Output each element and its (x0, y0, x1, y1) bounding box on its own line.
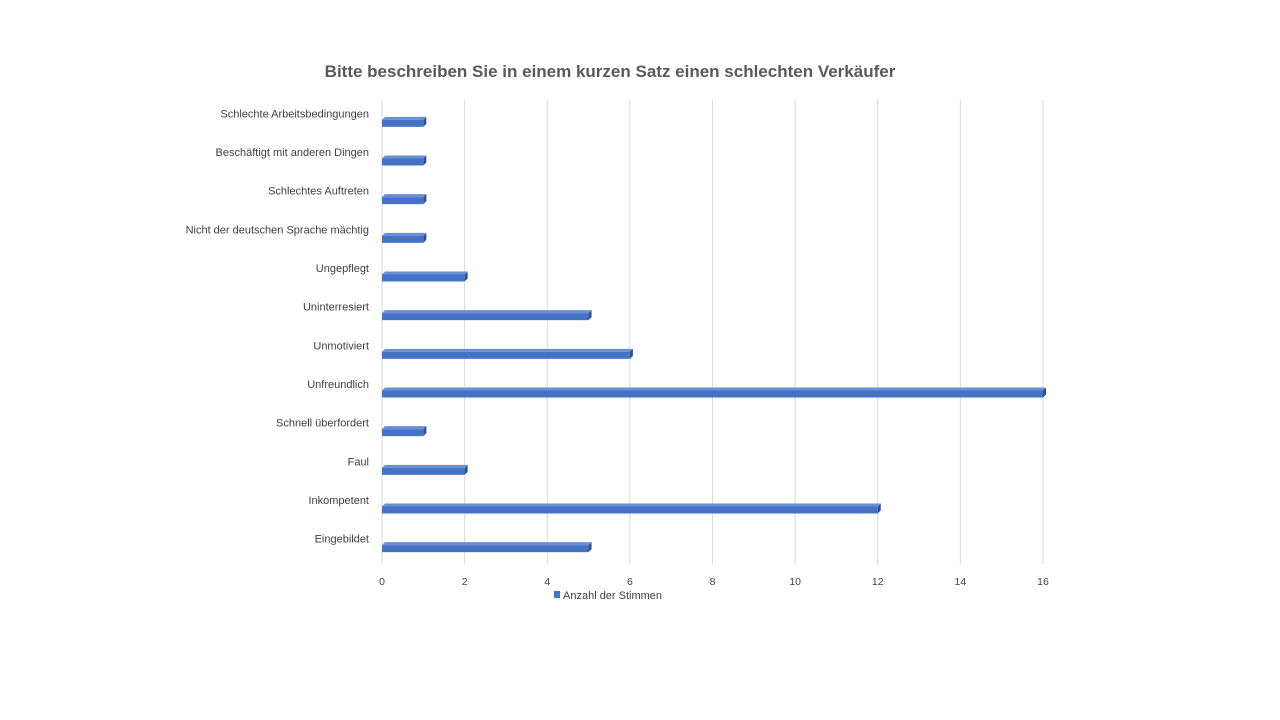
bar-top-face (382, 116, 427, 120)
bar-top-face (382, 310, 592, 314)
category-label: Unmotiviert (313, 340, 369, 352)
bar-top-face (382, 464, 468, 468)
category-label: Schnell überfordert (276, 418, 369, 430)
bar-front-face (382, 235, 424, 243)
gridlines (381, 100, 1044, 564)
bar-side-face (423, 426, 427, 437)
bar-top-face (382, 348, 633, 352)
bar-front-face (382, 390, 1043, 398)
bar-side-face (877, 503, 881, 514)
bar-side-face (423, 155, 427, 166)
bar (382, 194, 427, 205)
bar-side-face (588, 542, 592, 553)
bar-side-face (464, 271, 468, 282)
x-tick-label: 4 (544, 576, 550, 588)
bar (382, 232, 427, 243)
bar-front-face (382, 429, 424, 437)
bar-top-face (382, 387, 1046, 391)
bar-top-face (382, 271, 468, 275)
bar-front-face (382, 506, 878, 514)
category-label: Eingebildet (315, 534, 369, 546)
x-tick-label: 8 (710, 576, 716, 588)
bar (382, 387, 1046, 398)
chart-title: Bitte beschreiben Sie in einem kurzen Sa… (324, 62, 896, 81)
bar (382, 310, 592, 321)
x-tick-label: 14 (955, 576, 967, 588)
bar-top-face (382, 194, 427, 198)
bar (382, 503, 881, 514)
legend: Anzahl der Stimmen (554, 590, 662, 602)
bar (382, 464, 468, 475)
bar (382, 348, 633, 359)
category-label: Unfreundlich (307, 379, 369, 391)
x-tick-label: 0 (379, 576, 385, 588)
bars (382, 116, 1046, 553)
x-tick-label: 6 (627, 576, 633, 588)
category-label: Beschäftigt mit anderen Dingen (216, 147, 369, 159)
bar (382, 271, 468, 282)
legend-label: Anzahl der Stimmen (563, 590, 662, 602)
bar-top-face (382, 232, 427, 236)
bar-side-face (1043, 387, 1046, 398)
bar-front-face (382, 351, 630, 359)
category-label: Inkompetent (308, 495, 369, 507)
bar (382, 542, 592, 553)
bar-front-face (382, 467, 465, 475)
category-label: Uninterresiert (303, 302, 369, 314)
bar-side-face (588, 310, 592, 321)
bar-front-face (382, 119, 424, 127)
bar-side-face (464, 464, 468, 475)
x-tick-label: 2 (462, 576, 468, 588)
category-label: Nicht der deutschen Sprache mächtig (186, 224, 369, 236)
bar (382, 116, 427, 127)
bar-front-face (382, 313, 589, 321)
bar (382, 426, 427, 437)
bar-top-face (382, 503, 881, 507)
category-label: Faul (348, 456, 369, 468)
category-label: Schlechte Arbeitsbedingungen (220, 108, 369, 120)
category-label: Ungepflegt (316, 263, 369, 275)
category-labels: Schlechte Arbeitsbedingungen Beschäftigt … (186, 108, 369, 545)
bar-side-face (629, 348, 633, 359)
bar-front-face (382, 197, 424, 205)
x-tick-label: 16 (1037, 576, 1049, 588)
bar-side-face (423, 232, 427, 243)
category-label: Schlechtes Auftreten (268, 186, 369, 198)
legend-swatch (554, 591, 560, 598)
bar-side-face (423, 116, 427, 127)
bar (382, 155, 427, 166)
x-tick-label: 12 (872, 576, 884, 588)
bar-front-face (382, 158, 424, 166)
bar-top-face (382, 155, 427, 159)
bar-front-face (382, 274, 465, 282)
bar-top-face (382, 426, 427, 430)
x-tick-label: 10 (789, 576, 801, 588)
bar-side-face (423, 194, 427, 205)
x-tick-labels: 0 2 4 6 8 10 12 14 16 (379, 576, 1049, 588)
bar-front-face (382, 545, 589, 553)
bar-top-face (382, 542, 592, 546)
